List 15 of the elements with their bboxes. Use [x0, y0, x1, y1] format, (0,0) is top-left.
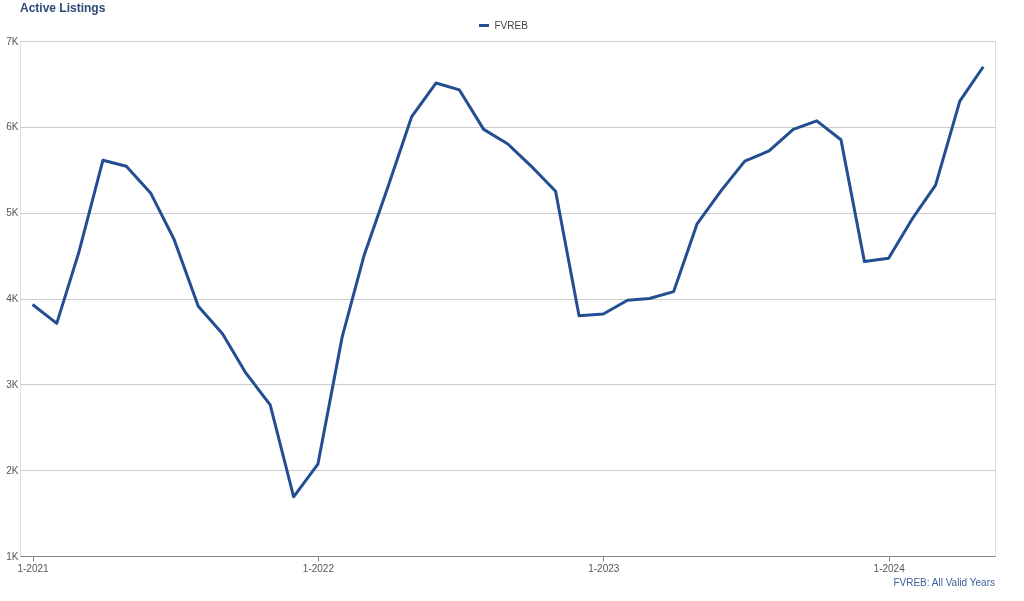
x-tick-label: 1-2024: [873, 562, 906, 574]
x-tick-label: 1-2021: [17, 562, 50, 574]
y-tick-label: 5K: [6, 207, 19, 219]
text: FVREB: All Valid Years: [893, 577, 995, 588]
chart-title: Active Listings: [20, 1, 106, 15]
y-tick-label: 7K: [6, 35, 19, 47]
y-tick-label: 2K: [6, 464, 19, 476]
line-series: [31, 65, 985, 499]
y-tick-label: 6K: [6, 121, 19, 133]
y-tick-label: 4K: [6, 293, 19, 304]
x-tick-label: 1-2022: [302, 562, 335, 574]
y-tick-label: 3K: [6, 378, 19, 390]
legend-label: FVREB: [494, 19, 529, 31]
y-tick-label: 1K: [6, 550, 19, 562]
x-tick-label: 1-2023: [588, 562, 620, 574]
